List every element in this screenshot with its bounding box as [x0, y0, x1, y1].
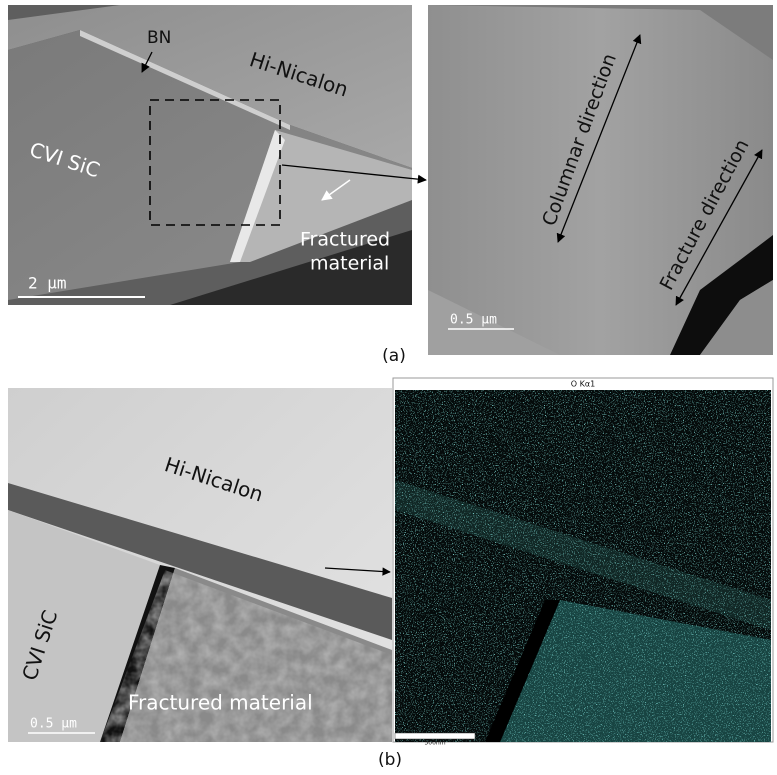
panel-b-left: Hi-Nicalon CVI SiC Fractured material 0.…	[8, 388, 392, 742]
figure: BN Hi-Nicalon CVI SiC Fractured material…	[0, 0, 777, 775]
label: material	[310, 253, 389, 275]
scale-label: 500nm	[424, 740, 445, 747]
label: BN	[147, 28, 171, 48]
scale-label: 2 µm	[28, 274, 67, 293]
panel-b-right: O Kα1 500nm	[393, 378, 773, 747]
caption: (b)	[378, 750, 402, 770]
panel-a-right: Columnar direction Fracture direction 0.…	[428, 5, 773, 355]
map-title: O Kα1	[571, 380, 595, 389]
panel-a-left: BN Hi-Nicalon CVI SiC Fractured material…	[8, 5, 412, 305]
scale-label: 0.5 µm	[450, 313, 497, 328]
scale-label: 0.5 µm	[30, 717, 77, 732]
label: Fractured	[300, 229, 390, 251]
label: Fractured material	[128, 691, 313, 715]
noise	[395, 390, 771, 742]
caption: (a)	[382, 346, 406, 366]
scale-bar	[395, 733, 475, 739]
eds-signal	[395, 390, 771, 742]
